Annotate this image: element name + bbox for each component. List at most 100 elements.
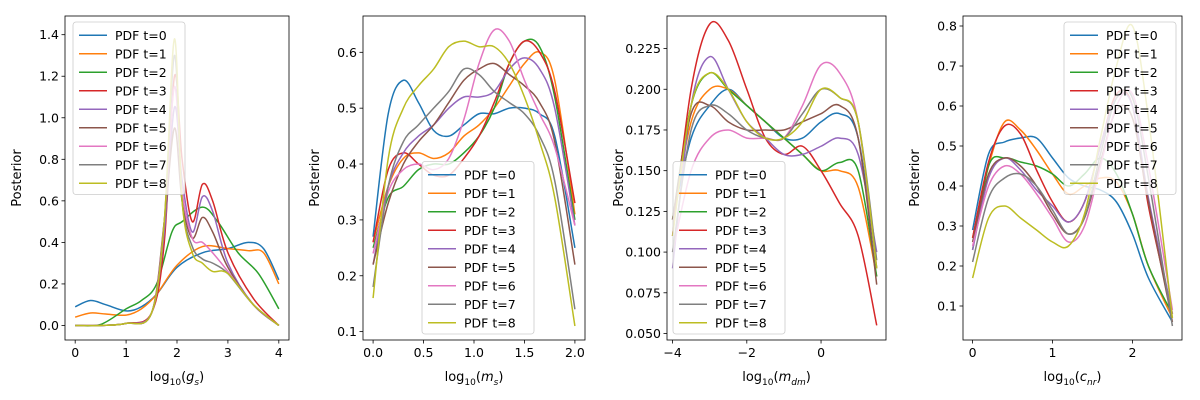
legend: PDF t=0 PDF t=1 PDF t=2 PDF t=3 PDF t=4 PDF t… (1063, 21, 1177, 195)
series-line-t7 (372, 67, 576, 310)
subplot-2: 0.0 0.5 1.0 1.5 2.0 0.1 0.2 0.3 0.4 0.5 0.6 log10(m… (308, 15, 586, 388)
y-tick-label: 0.4 (39, 235, 59, 250)
x-tick-label: 2.0 (565, 345, 585, 360)
x-tick-label: 0.5 (414, 345, 434, 360)
legend-label: PDF t=4 (715, 241, 767, 256)
y-tick-label: 0.6 (337, 45, 357, 60)
y-tick-label: 0.200 (625, 82, 661, 97)
legend-label: PDF t=0 (1106, 28, 1158, 43)
y-tick-label: 0.4 (937, 179, 957, 194)
y-axis-label: Posterior (612, 149, 627, 207)
y-tick-label: 0.4 (337, 157, 357, 172)
series-line-t5 (671, 101, 878, 285)
legend-label: PDF t=7 (464, 297, 516, 312)
y-tick-label: 0.7 (937, 59, 957, 74)
x-tick-label: 4 (275, 345, 283, 360)
subplot-1: 0 1 2 3 4 0.0 0.2 0.4 0.6 0.8 1.0 1.2 1.4 log10(gs) Po… (10, 15, 290, 388)
x-tick-label: −2 (738, 345, 756, 360)
x-tick-label: 2 (173, 345, 181, 360)
series-line-t4 (671, 55, 878, 269)
legend-label: PDF t=6 (715, 278, 767, 293)
x-tick-label: 1.0 (464, 345, 484, 360)
legend-label: PDF t=3 (115, 83, 167, 98)
x-tick-label: 3 (224, 345, 232, 360)
x-tick-label: 2 (1128, 345, 1136, 360)
legend-label: PDF t=1 (464, 186, 516, 201)
y-tick-label: 0.1 (337, 324, 357, 339)
legend-label: PDF t=2 (464, 204, 516, 219)
x-tick-label: 1 (122, 345, 130, 360)
legend-label: PDF t=8 (1106, 176, 1158, 191)
legend-label: PDF t=2 (115, 65, 167, 80)
y-tick-label: 0.075 (625, 285, 661, 300)
series-lines (671, 20, 878, 326)
series-line-t8 (671, 71, 878, 269)
legend-box (672, 161, 786, 335)
x-tick-label: 0 (71, 345, 79, 360)
legend-label: PDF t=0 (464, 167, 516, 182)
y-tick-label: 0.050 (625, 326, 661, 341)
y-tick-label: 0.6 (937, 99, 957, 114)
y-tick-label: 1.2 (39, 69, 59, 84)
legend-label: PDF t=4 (1106, 102, 1158, 117)
legend-label: PDF t=5 (1106, 120, 1158, 135)
series-line-t6 (372, 28, 576, 254)
x-tick-label: 0.0 (363, 345, 383, 360)
legend-box (1063, 21, 1177, 195)
legend-box (72, 21, 186, 195)
legend-label: PDF t=2 (1106, 65, 1158, 80)
x-tick-label: −4 (663, 345, 681, 360)
x-tick-label: 1 (1049, 345, 1057, 360)
legend: PDF t=0 PDF t=1 PDF t=2 PDF t=3 PDF t=4 PDF t… (72, 21, 186, 195)
legend-label: PDF t=0 (115, 28, 167, 43)
legend-label: PDF t=1 (1106, 46, 1158, 61)
legend-label: PDF t=4 (464, 241, 516, 256)
y-tick-label: 0.8 (39, 152, 59, 167)
legend-label: PDF t=8 (464, 315, 516, 330)
series-line-t1 (372, 51, 576, 243)
y-axis-label: Posterior (10, 149, 25, 207)
y-tick-label: 0.100 (625, 245, 661, 260)
legend-label: PDF t=1 (115, 46, 167, 61)
legend-label: PDF t=3 (715, 223, 767, 238)
x-axis-label: log10(mdm) (742, 370, 811, 388)
y-tick-label: 0.5 (937, 139, 957, 154)
y-tick-label: 0.175 (625, 122, 661, 137)
legend-label: PDF t=6 (1106, 139, 1158, 154)
legend-label: PDF t=7 (715, 297, 767, 312)
y-tick-label: 0.3 (937, 219, 957, 234)
y-tick-label: 0.125 (625, 204, 661, 219)
y-tick-label: 0.6 (39, 193, 59, 208)
y-tick-label: 0.2 (337, 268, 357, 283)
legend: PDF t=0 PDF t=1 PDF t=2 PDF t=3 PDF t=4 PDF t… (672, 161, 786, 335)
legend-label: PDF t=8 (115, 176, 167, 191)
axes-frame (666, 15, 887, 341)
y-axis-label: Posterior (908, 149, 923, 207)
legend-label: PDF t=4 (115, 102, 167, 117)
legend-label: PDF t=3 (1106, 83, 1158, 98)
y-tick-label: 1.4 (39, 27, 59, 42)
legend-label: PDF t=7 (1106, 157, 1158, 172)
legend-label: PDF t=3 (464, 223, 516, 238)
series-line-t0 (671, 88, 878, 269)
x-axis-label: log10(cnr) (1044, 370, 1102, 388)
x-tick-label: 0 (969, 345, 977, 360)
x-tick-label: 0 (817, 345, 825, 360)
legend-label: PDF t=0 (715, 167, 767, 182)
series-line-t2 (75, 206, 280, 327)
y-tick-label: 0.225 (625, 41, 661, 56)
series-line-t8 (372, 40, 576, 327)
legend-label: PDF t=5 (715, 260, 767, 275)
series-lines (372, 28, 576, 327)
subplot-3: −4 −2 0 0.050 0.075 0.100 0.125 0.150 0.175 0.200… (612, 15, 887, 388)
legend-label: PDF t=1 (715, 186, 767, 201)
y-tick-label: 0.0 (39, 318, 59, 333)
legend-label: PDF t=5 (115, 120, 167, 135)
y-tick-label: 0.3 (337, 212, 357, 227)
y-tick-label: 0.5 (337, 101, 357, 116)
y-tick-label: 0.2 (39, 276, 59, 291)
legend-label: PDF t=7 (115, 157, 167, 172)
x-axis-label: log10(ms) (445, 370, 504, 388)
y-tick-label: 0.2 (937, 259, 957, 274)
